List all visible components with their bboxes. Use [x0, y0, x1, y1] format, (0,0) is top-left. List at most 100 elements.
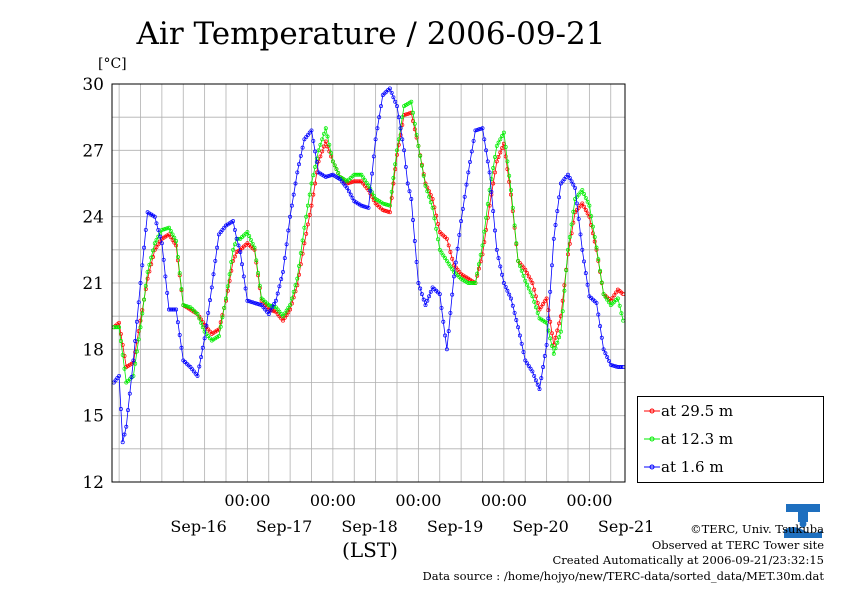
data-point [348, 180, 353, 185]
day-label: Sep-20 [512, 517, 568, 536]
y-tick-label: 21 [82, 274, 104, 294]
data-point [610, 363, 615, 368]
data-point [418, 286, 423, 291]
data-point [544, 296, 549, 301]
data-point [318, 154, 323, 159]
y-tick-label: 27 [82, 141, 104, 161]
data-point [386, 203, 391, 208]
data-point [450, 256, 455, 261]
data-point [594, 300, 599, 305]
data-point [569, 222, 574, 227]
data-point [322, 131, 326, 136]
data-point [553, 335, 558, 340]
data-point [430, 197, 435, 201]
data-point [330, 159, 335, 164]
data-point [466, 170, 471, 175]
data-point [519, 268, 524, 273]
data-point [288, 303, 293, 308]
data-point [525, 361, 529, 366]
y-axis-unit: [°C] [98, 56, 127, 72]
data-point [159, 227, 164, 232]
data-point [273, 298, 278, 303]
data-point [247, 299, 252, 304]
data-point [560, 298, 565, 303]
data-point [587, 203, 592, 208]
data-point [197, 364, 202, 369]
data-point [553, 223, 558, 227]
data-point [569, 179, 574, 184]
data-point [391, 176, 396, 180]
day-label: Sep-17 [256, 517, 312, 536]
data-point [311, 192, 316, 197]
data-point [393, 162, 398, 167]
data-point [243, 286, 248, 291]
copyright-text: ©TERC, Univ. Tsukuba [690, 522, 824, 536]
data-point [403, 164, 408, 169]
data-point [537, 307, 542, 312]
data-point [131, 358, 136, 363]
data-point [444, 236, 449, 241]
data-point [382, 208, 387, 213]
data-point [614, 364, 619, 369]
data-point [484, 148, 489, 153]
data-point [247, 234, 252, 238]
data-point [619, 365, 624, 369]
data-point [122, 366, 127, 371]
data-point [411, 218, 415, 222]
y-tick-label: 18 [82, 340, 104, 360]
data-point [281, 269, 285, 274]
data-point [562, 288, 567, 293]
data-point [238, 250, 243, 254]
data-point [567, 241, 572, 246]
data-point [375, 126, 380, 131]
data-point [386, 209, 391, 214]
data-point [136, 337, 141, 342]
data-point [254, 301, 259, 306]
data-point [535, 382, 540, 387]
data-point [167, 225, 171, 230]
data-point [377, 115, 382, 120]
data-point [503, 145, 508, 149]
data-point [427, 194, 432, 199]
data-point [309, 181, 314, 186]
data-point [498, 137, 503, 142]
data-point [509, 188, 513, 193]
data-point [291, 192, 296, 197]
data-point [393, 167, 398, 172]
data-point [443, 333, 448, 338]
data-point [453, 260, 458, 265]
data-point [612, 363, 617, 368]
data-point [580, 188, 585, 193]
data-point [175, 255, 180, 259]
data-point [437, 247, 442, 252]
data-point [206, 310, 211, 315]
data-point [583, 195, 588, 200]
data-point [412, 127, 417, 132]
data-point [512, 310, 517, 315]
data-point [117, 325, 122, 330]
data-point [500, 134, 505, 138]
data-point [170, 232, 175, 237]
data-point [355, 172, 360, 177]
data-point [436, 221, 440, 226]
data-point [542, 354, 547, 358]
data-point [350, 179, 355, 184]
data-point [268, 308, 273, 313]
data-point [362, 204, 367, 209]
data-point [601, 347, 606, 352]
data-point [530, 281, 535, 285]
data-point [195, 373, 200, 378]
data-point [468, 159, 472, 164]
data-point [355, 179, 360, 184]
data-point [346, 189, 351, 194]
data-point [535, 310, 540, 315]
data-point [567, 176, 572, 180]
data-point [475, 271, 480, 276]
data-point [482, 137, 487, 142]
data-point [489, 189, 494, 194]
series-2 [111, 86, 626, 445]
data-point [272, 309, 277, 314]
data-point [124, 424, 129, 429]
data-point [179, 287, 184, 292]
data-point [357, 172, 362, 177]
